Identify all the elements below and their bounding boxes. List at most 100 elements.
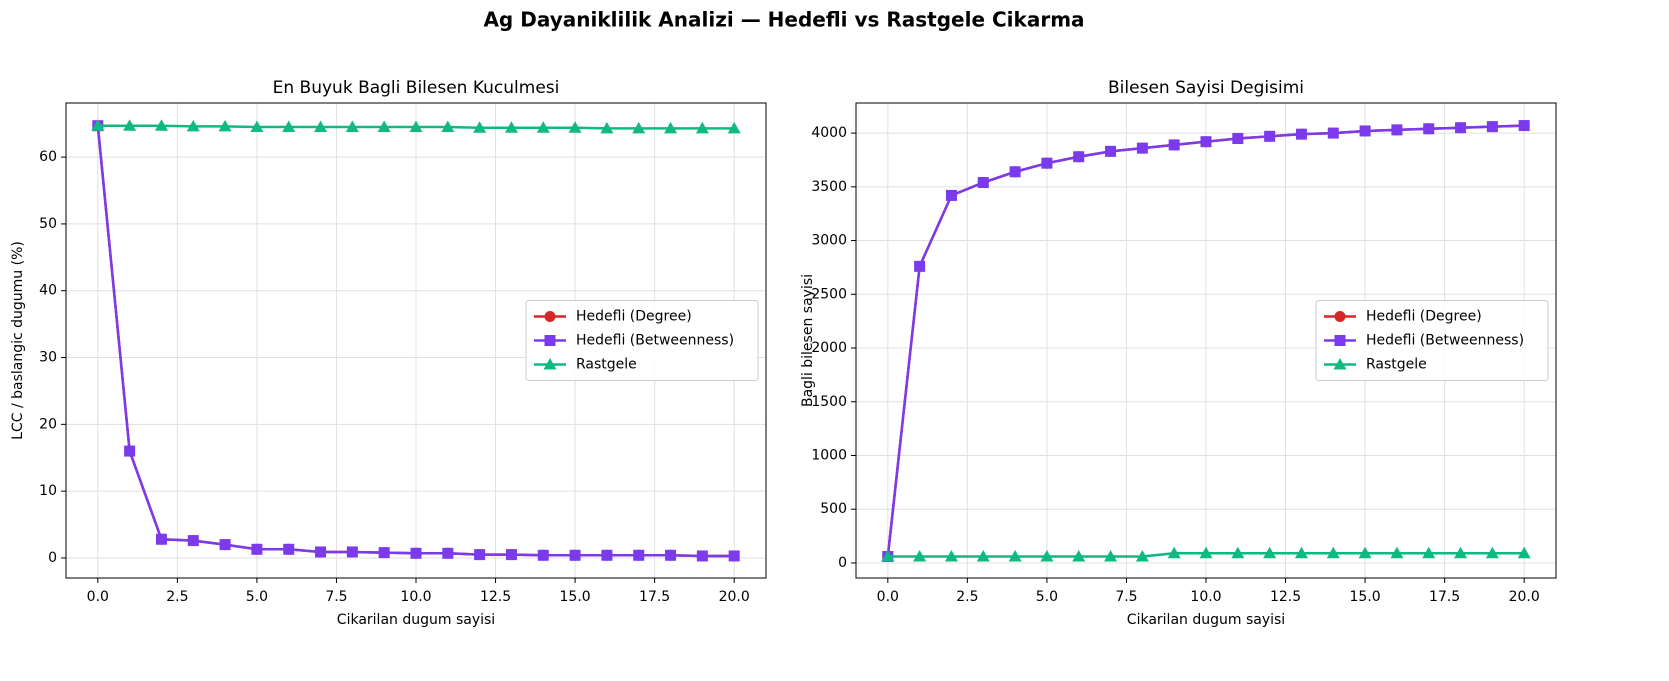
- x-tick-label: 17.5: [639, 589, 670, 605]
- marker: [1334, 311, 1346, 322]
- marker: [505, 549, 517, 561]
- x-tick-label: 15.0: [1350, 589, 1381, 605]
- marker: [544, 335, 556, 346]
- marker: [914, 260, 926, 272]
- marker: [410, 547, 422, 559]
- marker: [1486, 121, 1498, 133]
- marker: [1041, 157, 1053, 169]
- marker: [1359, 125, 1371, 137]
- marker: [945, 189, 957, 201]
- marker: [1105, 145, 1117, 157]
- y-tick-label: 20: [39, 416, 57, 432]
- marker: [1136, 142, 1148, 154]
- marker: [944, 550, 958, 562]
- marker: [346, 546, 358, 558]
- marker: [1009, 166, 1021, 178]
- marker: [186, 119, 200, 132]
- marker: [1263, 546, 1277, 559]
- marker: [881, 550, 895, 562]
- x-tick-label: 5.0: [246, 589, 268, 605]
- marker: [544, 311, 556, 322]
- legend-label: Hedefli (Degree): [1366, 309, 1482, 325]
- chart-title: En Buyuk Bagli Bilesen Kuculmesi: [273, 78, 560, 98]
- y-tick-label: 10: [39, 483, 57, 499]
- legend-label: Rastgele: [1366, 357, 1427, 373]
- x-tick-label: 12.5: [1270, 589, 1301, 605]
- marker: [632, 121, 646, 134]
- y-tick-label: 1500: [811, 394, 847, 410]
- marker: [187, 535, 199, 547]
- marker: [537, 549, 549, 561]
- marker: [1334, 335, 1346, 346]
- marker: [543, 358, 557, 370]
- marker: [219, 539, 231, 551]
- y-tick-label: 2000: [811, 340, 847, 356]
- marker: [664, 121, 678, 134]
- legend: Hedefli (Degree) Hedefli (Betweenness) Ras…: [1315, 300, 1549, 381]
- marker: [913, 550, 927, 562]
- marker: [1295, 128, 1307, 140]
- legend-box: [525, 300, 759, 381]
- marker: [1232, 132, 1244, 144]
- marker: [536, 121, 550, 133]
- marker: [1517, 546, 1531, 559]
- figure-title: Ag Dayaniklilik Analizi — Hedefli vs Ras…: [483, 8, 1084, 32]
- marker: [1264, 130, 1276, 142]
- x-tick-label: 20.0: [719, 589, 750, 605]
- marker: [1327, 127, 1339, 139]
- marker: [315, 546, 327, 558]
- marker: [123, 119, 137, 131]
- marker: [1422, 546, 1436, 559]
- x-tick-label: 15.0: [560, 589, 591, 605]
- legend-label: Hedefli (Betweenness): [576, 333, 734, 349]
- marker: [1390, 546, 1404, 559]
- marker: [569, 549, 581, 561]
- marker: [1167, 546, 1181, 559]
- marker: [442, 547, 454, 559]
- x-tick-label: 5.0: [1036, 589, 1058, 605]
- marker: [601, 549, 613, 561]
- marker: [977, 177, 989, 189]
- legend-label: Rastgele: [576, 357, 637, 373]
- marker: [1040, 550, 1054, 562]
- y-tick-label: 3500: [811, 179, 847, 195]
- y-tick-label: 0: [48, 550, 57, 566]
- x-tick-label: 20.0: [1509, 589, 1540, 605]
- y-tick-label: 60: [39, 149, 57, 165]
- marker: [283, 543, 295, 555]
- marker: [250, 120, 264, 133]
- marker: [633, 549, 645, 561]
- x-tick-label: 10.0: [400, 589, 431, 605]
- marker: [91, 119, 105, 131]
- marker: [314, 120, 328, 133]
- y-tick-label: 3000: [811, 233, 847, 249]
- y-tick-label: 50: [39, 216, 57, 232]
- y-tick-label: 4000: [811, 125, 847, 141]
- marker: [1485, 546, 1499, 559]
- x-tick-label: 7.5: [325, 589, 347, 605]
- marker: [1231, 546, 1245, 559]
- chart-title: Bilesen Sayisi Degisimi: [1108, 78, 1304, 98]
- marker: [1073, 151, 1085, 163]
- x-tick-label: 2.5: [166, 589, 188, 605]
- y-tick-label: 500: [820, 501, 847, 517]
- marker: [155, 533, 167, 545]
- marker: [1423, 123, 1435, 135]
- x-tick-label: 0.0: [87, 589, 109, 605]
- marker: [124, 445, 136, 457]
- marker: [345, 120, 359, 133]
- marker: [1358, 546, 1372, 559]
- marker: [695, 121, 709, 134]
- marker: [473, 121, 487, 133]
- marker: [1294, 546, 1308, 559]
- legend-label: Hedefli (Degree): [576, 309, 692, 325]
- marker: [154, 119, 168, 131]
- y-axis-label: Bagli bilesen sayisi: [800, 274, 816, 407]
- marker: [409, 120, 423, 133]
- marker: [377, 120, 391, 133]
- axes-frame: [855, 102, 1557, 579]
- marker: [1455, 122, 1467, 134]
- x-tick-label: 12.5: [480, 589, 511, 605]
- legend-box: [1315, 300, 1549, 381]
